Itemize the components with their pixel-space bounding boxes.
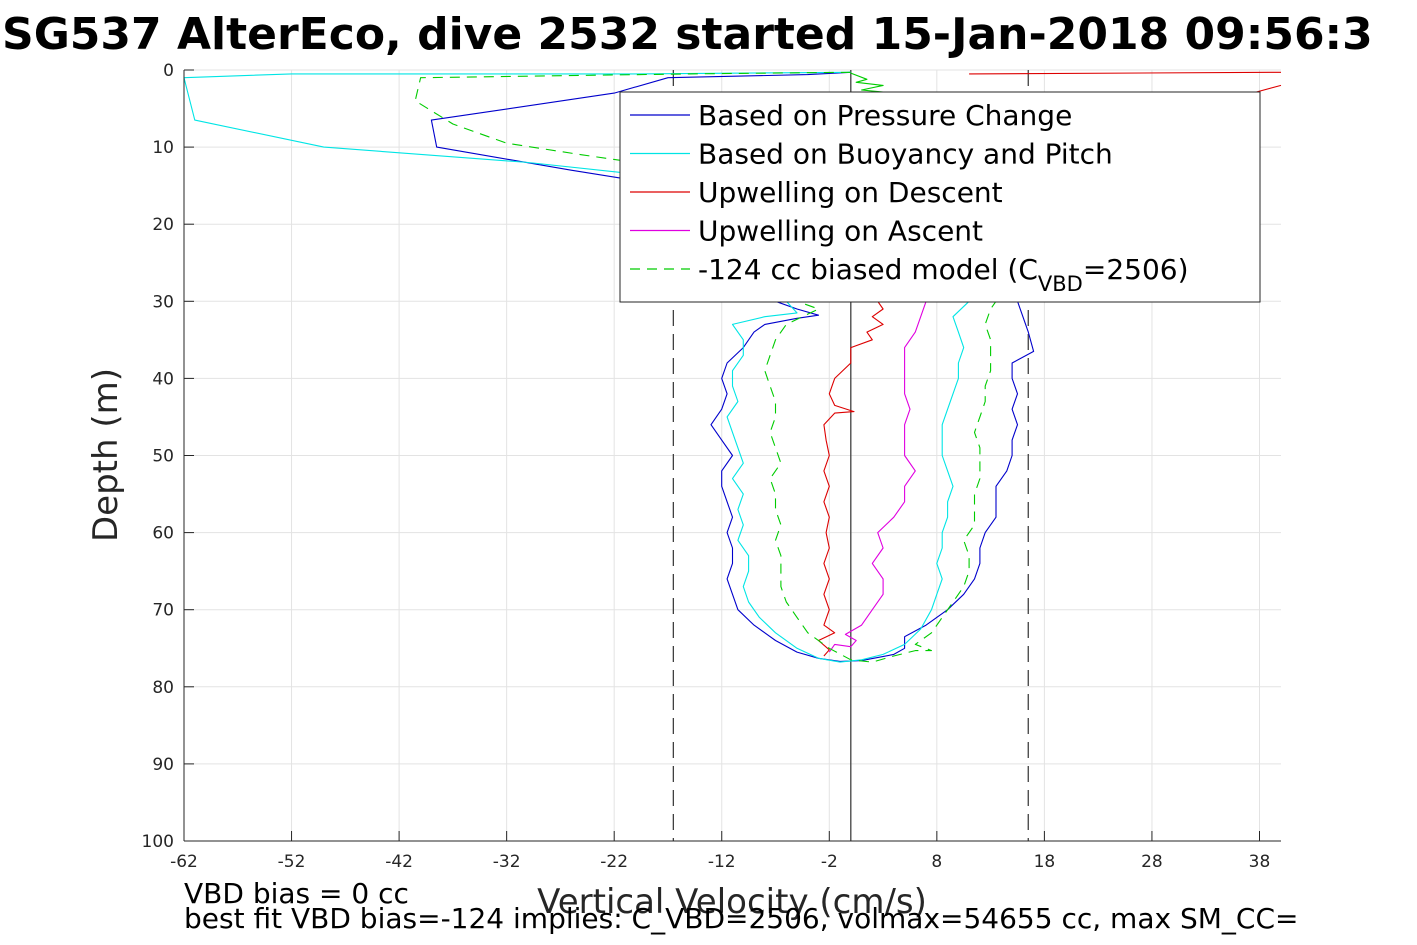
legend-box — [619, 91, 1261, 303]
axes: -62 -52 -42 -32 -22 -12 -2 8 18 28 38 0 10 20 30 40 50 60… — [142, 61, 1281, 872]
vbd-bias-note: VBD bias = 0 cc — [184, 877, 409, 910]
y-tick-label: 30 — [152, 292, 174, 312]
y-tick-label: 50 — [152, 447, 174, 467]
x-tick-label: -12 — [708, 852, 736, 872]
chart-title: SG537 AlterEco, dive 2532 started 15-Jan… — [2, 9, 1373, 60]
legend-label: Based on Pressure Change — [698, 99, 1072, 132]
x-tick-label: -22 — [600, 852, 628, 872]
y-tick-label: 40 — [152, 369, 174, 389]
series-line-0 — [430, 71, 1035, 662]
x-tick-label: 38 — [1249, 852, 1271, 872]
x-tick-label: 18 — [1034, 852, 1056, 872]
y-tick-label: 0 — [163, 61, 174, 81]
y-tick-label: 70 — [152, 601, 174, 621]
x-tick-label: -62 — [170, 852, 198, 872]
y-tick-label: 20 — [152, 215, 174, 235]
legend-label: Upwelling on Descent — [698, 176, 1003, 209]
y-tick-label: 80 — [152, 678, 174, 698]
x-tick-label: -32 — [493, 852, 521, 872]
x-tick-label: 8 — [931, 852, 942, 872]
x-tick-label: -42 — [385, 852, 413, 872]
legend-label: Upwelling on Ascent — [698, 215, 983, 248]
series-line-5 — [828, 301, 927, 653]
series-line-3 — [969, 71, 1282, 75]
x-tick-label: 28 — [1141, 852, 1163, 872]
y-tick-label: 10 — [152, 138, 174, 158]
y-tick-label: 90 — [152, 755, 174, 775]
x-tick-label: -2 — [821, 852, 838, 872]
y-tick-label: 60 — [152, 524, 174, 544]
series-line-2 — [817, 300, 884, 657]
legend: Based on Pressure Change Based on Buoyanc… — [619, 91, 1261, 303]
best-fit-note: best fit VBD bias=-124 implies: C_VBD=25… — [184, 902, 1299, 935]
series-line-6 — [414, 71, 997, 663]
y-tick-label: 100 — [142, 832, 174, 852]
y-axis-label: Depth (m) — [86, 368, 126, 542]
x-tick-label: -52 — [278, 852, 306, 872]
legend-label: Based on Buoyancy and Pitch — [698, 138, 1113, 171]
x-axis-label: Vertical Velocity (cm/s) — [537, 882, 927, 922]
